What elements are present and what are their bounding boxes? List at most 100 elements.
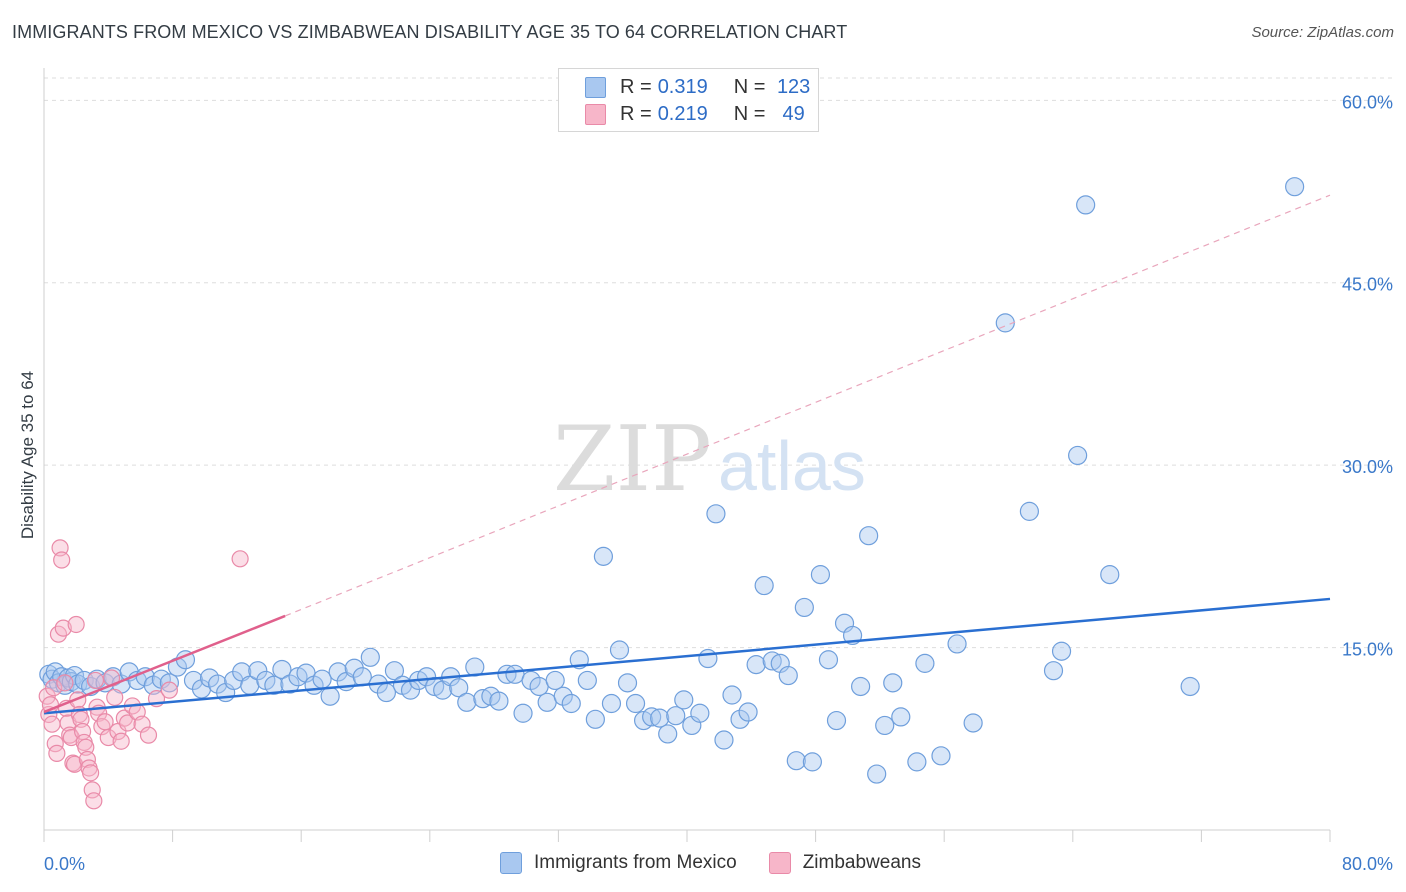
point-mexico [1051, 641, 1072, 661]
point-mexico [280, 674, 300, 694]
point-mexico [875, 715, 895, 736]
watermark-zip: ZIP [553, 407, 712, 512]
legend-swatch-zimbabweans [585, 103, 606, 125]
point-mexico [1043, 661, 1064, 681]
point-zimbabweans [67, 615, 85, 634]
point-mexico [561, 693, 581, 714]
point-zimbabweans [118, 714, 137, 732]
point-mexico [1019, 501, 1039, 521]
point-mexico [931, 746, 951, 766]
y-tick-label: 15.0% [1342, 640, 1393, 660]
y-tick-label: 60.0% [1342, 92, 1393, 112]
legend-n-label: N = [733, 102, 771, 125]
point-zimbabweans [85, 792, 103, 810]
point-mexico [320, 686, 340, 706]
point-mexico [706, 504, 726, 524]
source-credit: Source: ZipAtlas.com [1251, 24, 1394, 41]
series-legend: Immigrants from Mexico Zimbabweans [500, 852, 953, 874]
point-mexico [658, 724, 678, 744]
trend-line-zimbabweans [43, 614, 286, 714]
point-mexico [449, 678, 469, 698]
point-mexico [826, 710, 847, 731]
point-mexico [1100, 565, 1120, 585]
point-mexico [1076, 195, 1096, 215]
point-zimbabweans [160, 681, 178, 699]
point-mexico [730, 709, 750, 729]
point-mexico [601, 693, 622, 714]
point-mexico [915, 653, 935, 673]
point-mexico [264, 675, 284, 695]
legend-swatch-mexico [585, 76, 606, 98]
point-mexico [859, 526, 879, 546]
point-mexico [891, 707, 911, 727]
series-legend-zimbabweans: Zimbabweans [768, 852, 921, 874]
point-mexico [690, 703, 710, 723]
point-mexico [794, 597, 814, 618]
point-mexico [698, 648, 718, 669]
point-mexico [851, 676, 871, 697]
point-mexico [457, 692, 477, 712]
legend-n-value: 49 [776, 102, 805, 125]
point-mexico [505, 664, 525, 684]
point-mexico [907, 752, 927, 772]
legend-r-label: R = [620, 75, 652, 98]
point-mexico [537, 692, 557, 712]
point-mexico [609, 640, 630, 660]
point-mexico [312, 669, 332, 689]
point-zimbabweans [45, 679, 63, 697]
point-mexico [642, 707, 662, 727]
point-zimbabweans [86, 671, 105, 690]
point-mexico [553, 686, 573, 706]
point-zimbabweans [56, 674, 74, 692]
stats-legend: R = 0.319 N = 123 R = 0.219 N = 49 [558, 68, 819, 132]
point-mexico [714, 730, 734, 750]
point-mexico [650, 708, 670, 728]
point-mexico [272, 659, 292, 680]
point-zimbabweans [99, 728, 117, 747]
point-mexico [416, 667, 437, 687]
point-mexico [473, 689, 493, 709]
point-zimbabweans [78, 750, 97, 769]
point-mexico [489, 691, 509, 711]
trend-line-mexico [43, 597, 1331, 715]
watermark-atlas: atlas [718, 427, 866, 505]
trend-line-zimbabweans-extended [284, 194, 1331, 617]
point-mexico [328, 662, 348, 682]
point-mexico [577, 670, 597, 691]
point-mexico [786, 751, 806, 771]
point-mexico [360, 647, 380, 667]
point-zimbabweans [43, 715, 61, 733]
legend-row-zimbabweans: R = 0.219 N = 49 [585, 102, 805, 126]
point-mexico [376, 682, 396, 703]
point-mexico [352, 667, 372, 687]
series-legend-mexico: Immigrants from Mexico [500, 852, 737, 874]
series-swatch-mexico [500, 852, 522, 874]
point-mexico [545, 670, 565, 691]
point-zimbabweans [93, 718, 111, 736]
point-mexico [762, 651, 782, 671]
point-zimbabweans [231, 550, 249, 568]
point-mexico [947, 634, 967, 654]
point-zimbabweans [53, 551, 71, 569]
point-zimbabweans [48, 744, 66, 762]
point-mexico [867, 764, 887, 784]
point-mexico [674, 690, 694, 710]
point-zimbabweans [54, 619, 72, 637]
point-mexico [883, 673, 903, 693]
axes [43, 68, 1331, 842]
point-mexico [810, 565, 831, 585]
point-mexico [778, 665, 798, 686]
point-mexico [585, 709, 605, 729]
point-mexico [1285, 177, 1305, 197]
legend-r-value: 0.319 [657, 75, 708, 98]
series-swatch-zimbabweans [768, 852, 791, 874]
y-tick-label: 45.0% [1342, 275, 1393, 295]
point-mexico [818, 650, 839, 670]
point-mexico [754, 575, 774, 596]
point-zimbabweans [82, 764, 100, 782]
point-zimbabweans [139, 726, 158, 744]
x-tick-label-min: 0.0% [44, 854, 85, 874]
point-mexico [625, 693, 646, 714]
series-label-mexico: Immigrants from Mexico [534, 852, 737, 873]
point-mexico [738, 702, 758, 722]
